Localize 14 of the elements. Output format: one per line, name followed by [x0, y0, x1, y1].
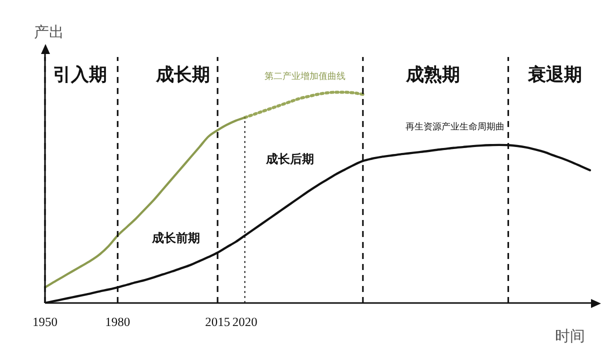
text: 衰退期	[527, 64, 582, 85]
y-axis-title: 产出	[34, 24, 64, 41]
text: 引入期	[53, 64, 107, 85]
text: 成长期	[155, 64, 210, 85]
text: 成熟期	[405, 64, 460, 85]
x-tick-label: 1980	[105, 314, 130, 329]
x-tick-label: 2020	[232, 314, 258, 329]
annotation: 成长后期	[265, 152, 314, 166]
x-axis-title: 时间	[555, 328, 585, 345]
series-label: 再生资源产业生命周期曲	[406, 121, 505, 132]
annotation: 成长前期	[151, 231, 200, 246]
text: 第二产业增加值曲线	[264, 70, 346, 82]
x-tick-label: 2015	[205, 314, 230, 329]
x-tick-label: 1950	[32, 314, 58, 329]
